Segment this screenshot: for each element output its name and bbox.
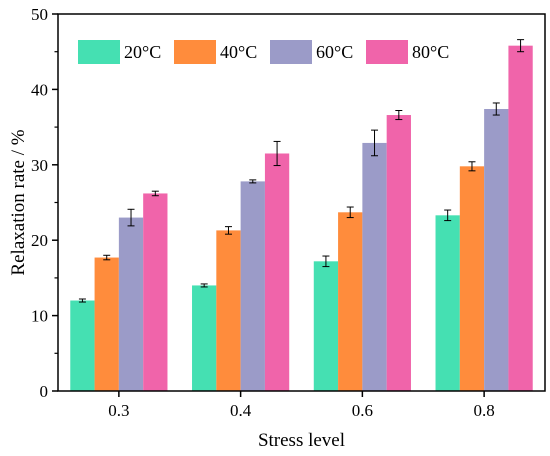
legend: 20°C 40°C 60°C 80°C xyxy=(78,40,449,64)
bar-80C-0.8 xyxy=(508,45,533,391)
x-tick-label: 0.4 xyxy=(230,401,252,420)
error-bar-60C-0.3 xyxy=(127,208,135,227)
y-tick-label: 50 xyxy=(31,5,48,24)
bar-20C-0.8 xyxy=(435,215,460,391)
error-bars-layer xyxy=(78,39,525,303)
legend-item-40C: 40°C xyxy=(174,40,257,64)
x-axis-label: Stress level xyxy=(258,430,345,451)
error-bar-80C-0.8 xyxy=(517,39,525,53)
x-axis: 0.3 0.4 0.6 0.8 xyxy=(108,391,495,420)
bar-60C-0.6 xyxy=(362,142,387,391)
y-tick-label: 40 xyxy=(31,80,48,99)
x-tick-label: 0.3 xyxy=(108,401,129,420)
bar-20C-0.6 xyxy=(313,261,339,391)
error-bar-20C-0.6 xyxy=(322,255,330,268)
error-bar-40C-0.8 xyxy=(468,161,476,172)
y-tick-label: 20 xyxy=(31,231,48,250)
error-bar-80C-0.4 xyxy=(273,140,281,167)
x-tick-label: 0.8 xyxy=(474,401,495,420)
bar-40C-0.8 xyxy=(459,166,485,391)
legend-item-20C: 20°C xyxy=(78,40,161,64)
legend-label: 40°C xyxy=(220,42,257,62)
error-bar-20C-0.3 xyxy=(78,298,86,303)
error-bar-80C-0.3 xyxy=(151,190,159,197)
error-bar-60C-0.4 xyxy=(249,179,257,184)
error-bar-20C-0.4 xyxy=(200,283,208,288)
legend-label: 80°C xyxy=(412,42,449,62)
legend-swatch xyxy=(366,40,408,64)
legend-item-60C: 60°C xyxy=(270,40,353,64)
bar-40C-0.3 xyxy=(94,257,119,391)
bar-80C-0.3 xyxy=(143,193,168,391)
bar-60C-0.4 xyxy=(240,181,265,391)
y-tick-label: 0 xyxy=(40,382,49,401)
legend-label: 60°C xyxy=(316,42,353,62)
error-bar-60C-0.6 xyxy=(371,129,379,157)
error-bar-60C-0.8 xyxy=(492,102,500,116)
y-tick-label: 30 xyxy=(31,156,48,175)
legend-item-80C: 80°C xyxy=(366,40,449,64)
y-axis: 0 10 20 30 40 50 xyxy=(31,5,58,401)
legend-swatch xyxy=(270,40,312,64)
legend-label: 20°C xyxy=(124,42,161,62)
error-bar-40C-0.3 xyxy=(103,254,111,261)
bar-20C-0.3 xyxy=(70,300,95,391)
legend-swatch xyxy=(78,40,120,64)
bar-60C-0.8 xyxy=(484,109,509,391)
y-axis-label: Relaxation rate / % xyxy=(8,129,29,275)
bar-80C-0.4 xyxy=(264,153,290,391)
error-bar-20C-0.8 xyxy=(444,209,452,222)
error-bar-40C-0.6 xyxy=(346,206,354,219)
bar-40C-0.6 xyxy=(338,212,363,391)
bar-80C-0.6 xyxy=(386,115,411,391)
error-bar-80C-0.6 xyxy=(395,110,403,121)
x-tick-label: 0.6 xyxy=(352,401,373,420)
bar-60C-0.3 xyxy=(118,217,144,391)
bars-layer xyxy=(70,45,533,391)
y-tick-label: 10 xyxy=(31,307,48,326)
legend-swatch xyxy=(174,40,216,64)
error-bar-40C-0.4 xyxy=(224,226,232,235)
bar-20C-0.4 xyxy=(192,285,217,391)
bar-40C-0.4 xyxy=(216,230,241,391)
